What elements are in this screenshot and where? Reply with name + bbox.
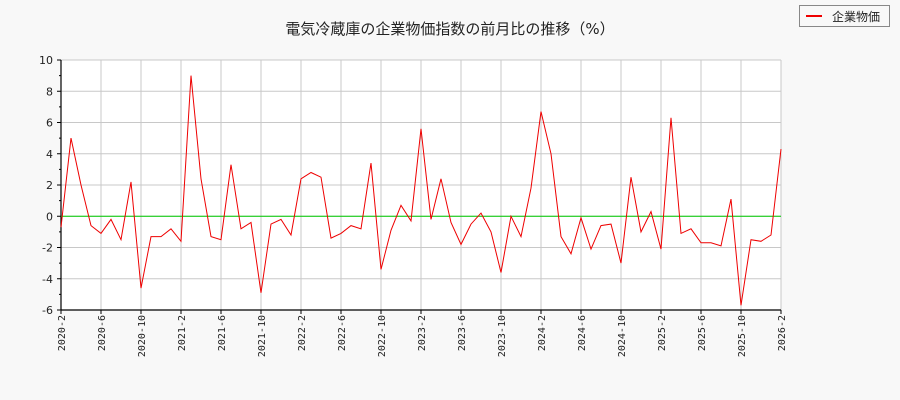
y-tick-label: -4: [42, 273, 53, 286]
series-line: [60, 75, 782, 306]
x-tick-label: 2021-6: [217, 315, 228, 351]
y-tick-label: -2: [42, 242, 53, 255]
x-tick-label: 2020-6: [97, 315, 108, 351]
legend-line-icon: [806, 15, 822, 17]
x-tick-label: 2024-2: [537, 315, 548, 351]
y-tick-label: -6: [42, 304, 53, 317]
x-tick-label: 2023-10: [497, 315, 508, 357]
y-tick-label: 8: [46, 85, 53, 98]
x-tick-label: 2023-2: [417, 315, 428, 351]
y-tick-label: 6: [46, 117, 53, 130]
x-tick-label: 2020-2: [57, 315, 68, 351]
legend-label: 企業物価: [832, 9, 881, 24]
x-tick-label: 2022-10: [377, 315, 388, 357]
x-tick-label: 2023-6: [457, 315, 468, 351]
y-tick-label: 0: [46, 210, 53, 223]
x-tick-label: 2020-10: [137, 315, 148, 357]
x-tick-label: 2022-6: [337, 315, 348, 351]
chart-title: 電気冷蔵庫の企業物価指数の前月比の推移（%）: [285, 20, 615, 38]
x-tick-label: 2024-6: [577, 315, 588, 351]
x-tick-label: 2024-10: [617, 315, 628, 357]
x-tick-label: 2021-10: [257, 315, 268, 357]
y-tick-label: 10: [39, 54, 53, 67]
y-tick-label: 4: [46, 148, 53, 161]
x-tick-label: 2025-6: [697, 315, 708, 351]
x-tick-label: 2026-2: [777, 315, 788, 351]
y-axis-ticks: -6 -4 -2 0 2 4 6 8 10: [39, 54, 61, 317]
x-tick-label: 2025-2: [657, 315, 668, 351]
x-tick-label: 2021-2: [177, 315, 188, 351]
y-tick-label: 2: [46, 179, 53, 192]
x-tick-label: 2025-10: [737, 315, 748, 357]
x-axis-ticks: 2020-2 2020-6 2020-10 2021-2 2021-6 2021-10 20…: [57, 310, 788, 357]
legend: 企業物価: [799, 5, 890, 27]
x-tick-label: 2022-2: [297, 315, 308, 351]
